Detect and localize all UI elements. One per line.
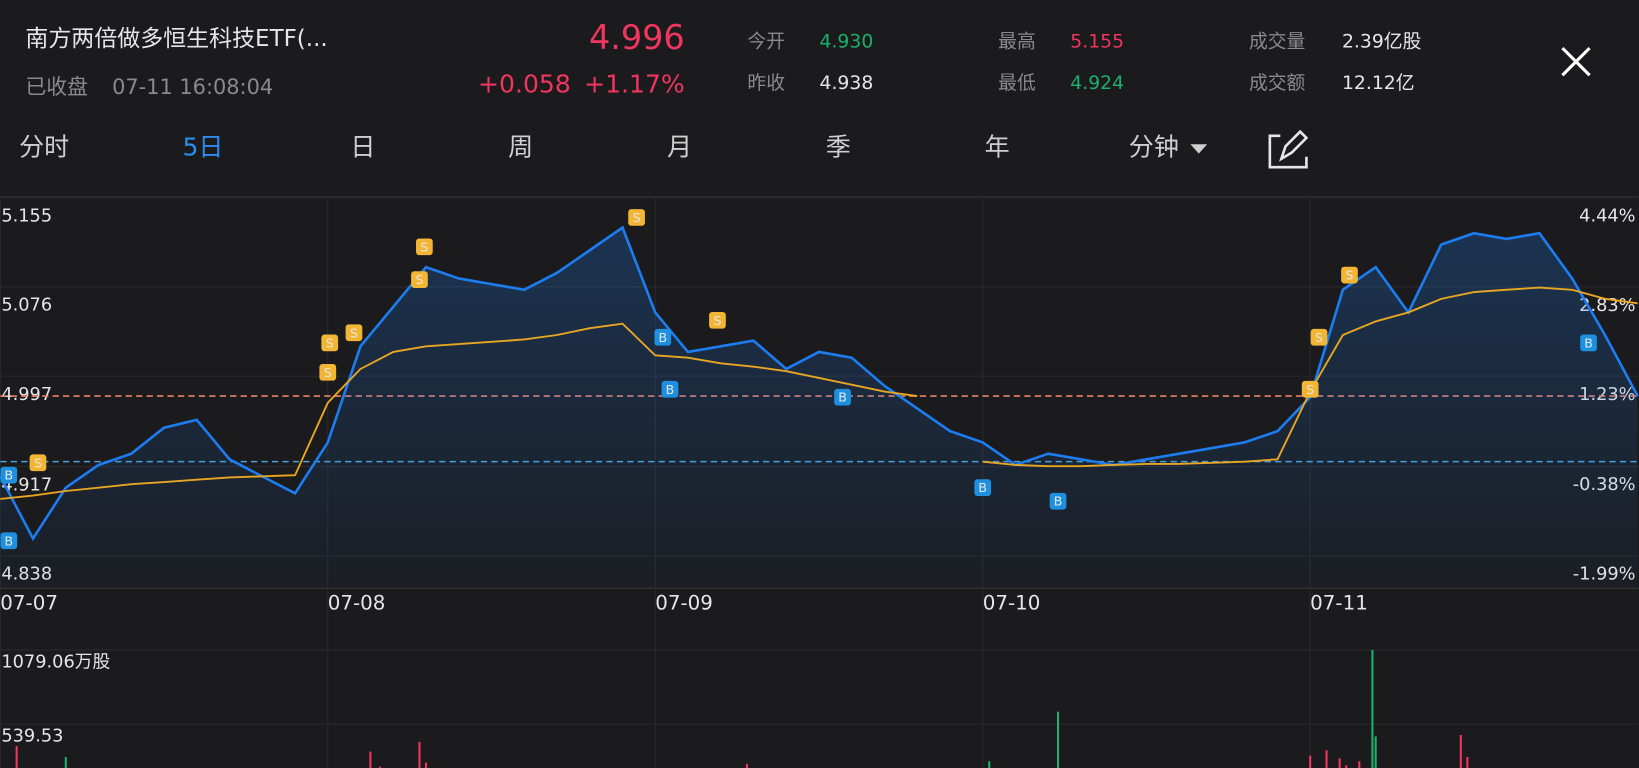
- x-tick-label: 07-08: [328, 591, 386, 614]
- volume-bar: [1374, 736, 1377, 768]
- tab[interactable]: 季: [826, 132, 851, 161]
- stat-value: 2.39亿股: [1342, 30, 1422, 52]
- trade-label: S: [713, 313, 721, 328]
- volume-bar: [1056, 711, 1060, 768]
- draw-icon[interactable]: [1268, 129, 1309, 169]
- stat-value: 12.12亿: [1342, 72, 1415, 94]
- title: 南方两倍做多恒生科技ETF(...: [25, 26, 327, 52]
- trade-label: S: [415, 272, 423, 287]
- trade-marker: [321, 334, 339, 352]
- change-pct: +1.17%: [584, 70, 685, 99]
- volume-bar: [1459, 735, 1462, 768]
- change: +0.058: [478, 70, 571, 99]
- trade-marker: [29, 454, 47, 472]
- x-tick-label: 07-09: [655, 591, 713, 614]
- trade-label: B: [838, 390, 847, 405]
- y-tick-label: 4.997: [1, 385, 52, 405]
- trade-label: S: [1315, 330, 1323, 345]
- trade-label: S: [350, 325, 358, 340]
- stat-label: 昨收: [747, 72, 785, 94]
- stat-label: 最高: [998, 30, 1036, 52]
- trade-marker: [411, 271, 428, 288]
- tab[interactable]: 周: [508, 132, 533, 161]
- tab[interactable]: 年: [985, 132, 1010, 161]
- volume-bar: [745, 763, 748, 768]
- stat-label: 最低: [998, 72, 1036, 94]
- trade-label: S: [1306, 382, 1314, 397]
- price-line: [0, 225, 1639, 542]
- x-tick-label: 07-11: [1310, 591, 1368, 614]
- trade-marker: [416, 238, 433, 256]
- trade-label: S: [324, 365, 332, 380]
- trade-marker: [654, 328, 672, 346]
- y-tick-label: 539.53: [1, 727, 63, 747]
- trade-marker: [834, 388, 851, 406]
- trade-label: S: [1346, 268, 1354, 283]
- stat-label: 成交量: [1249, 30, 1305, 52]
- trade-label: B: [666, 382, 675, 397]
- trade-marker: [345, 324, 363, 342]
- y-tick-label: 5.155: [1, 206, 52, 226]
- y2-tick-label: 4.44%: [1579, 206, 1635, 226]
- trade-label: B: [5, 533, 14, 548]
- volume-bar: [1371, 649, 1374, 768]
- stat-label: 成交额: [1249, 72, 1306, 94]
- volume-bar: [1466, 757, 1469, 768]
- trade-label: B: [978, 480, 987, 495]
- trade-marker: [1341, 266, 1358, 284]
- x-tick-label: 07-10: [983, 591, 1041, 614]
- stat-label: 今开: [747, 30, 785, 52]
- trade-marker: [661, 380, 679, 398]
- trade-marker: [319, 363, 337, 381]
- trade-label: S: [633, 210, 641, 225]
- trade-marker: [709, 311, 726, 329]
- tab-active[interactable]: 5日: [183, 132, 224, 161]
- trade-label: S: [34, 455, 42, 470]
- trade-label: S: [326, 335, 334, 350]
- trade-marker: [0, 466, 18, 484]
- time: 07-11 16:08:04: [112, 75, 273, 99]
- trade-marker: [974, 479, 992, 496]
- stat-value: 5.155: [1070, 31, 1124, 52]
- tab[interactable]: 分钟: [1129, 132, 1179, 161]
- volume-bar: [1309, 755, 1312, 768]
- stat-value: 4.930: [820, 31, 874, 52]
- trade-marker: [1301, 380, 1319, 398]
- volume-bar: [64, 757, 67, 768]
- volume-bar: [15, 746, 18, 768]
- volume-bar: [988, 761, 991, 768]
- trade-label: B: [658, 330, 667, 345]
- trade-label: B: [1054, 494, 1063, 509]
- trade-marker: [628, 209, 645, 226]
- tab[interactable]: 月: [667, 132, 692, 161]
- volume-bar: [1338, 758, 1341, 768]
- price-area: [0, 227, 1638, 589]
- volume-bar: [424, 762, 428, 768]
- volume-bar: [1358, 761, 1361, 768]
- status: 已收盘: [25, 75, 88, 99]
- volume-bar: [1325, 750, 1328, 768]
- x-tick-label: 07-07: [0, 591, 58, 614]
- volume-bar: [1345, 765, 1348, 768]
- trade-label: B: [1584, 335, 1593, 350]
- tab[interactable]: 分时: [19, 132, 69, 161]
- trade-marker: [1310, 328, 1328, 346]
- stat-value: 4.924: [1070, 73, 1124, 94]
- stat-value: 4.938: [820, 73, 874, 94]
- y-tick-label: 1079.06万股: [1, 652, 110, 672]
- volume-bar: [379, 766, 382, 768]
- tab[interactable]: 日: [350, 132, 375, 161]
- close-button[interactable]: [1561, 46, 1591, 77]
- trade-label: B: [5, 468, 14, 483]
- price: 4.996: [589, 18, 685, 57]
- trade-marker: [0, 532, 18, 550]
- volume-bar: [418, 741, 421, 768]
- trade-label: S: [420, 239, 428, 254]
- dropdown-arrow: [1190, 144, 1208, 154]
- y-tick-label: 5.076: [1, 296, 52, 316]
- volume-bar: [369, 751, 372, 768]
- trade-marker: [1049, 492, 1067, 510]
- trade-marker: [1580, 334, 1597, 352]
